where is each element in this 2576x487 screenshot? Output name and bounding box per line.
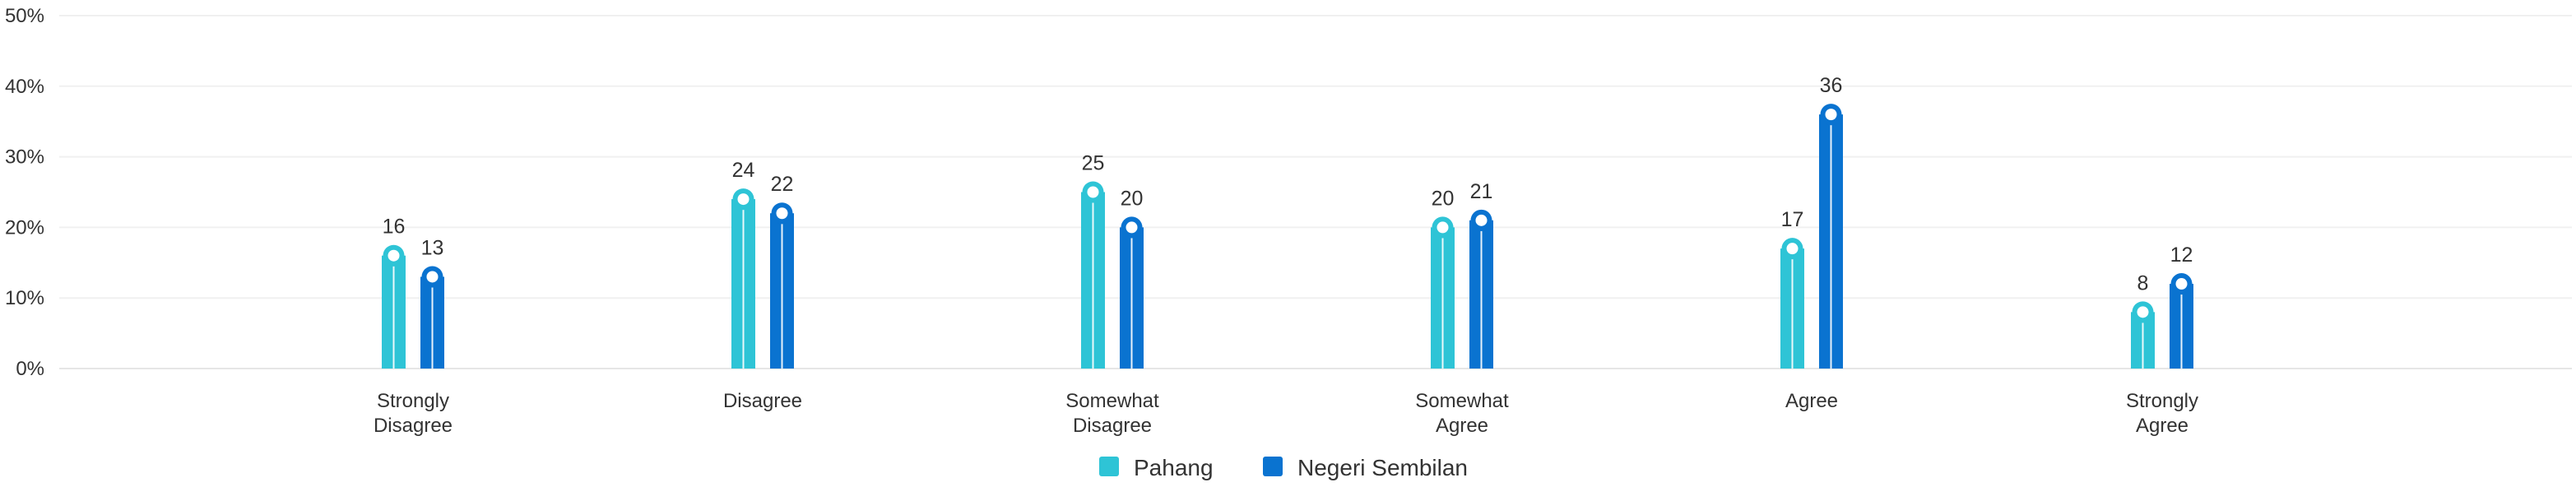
bars: 16 24 25 20 17 8 13 22 20 21 36 12 — [382, 74, 2193, 369]
y-tick-label: 30% — [5, 146, 44, 169]
bar-marker-center — [426, 271, 439, 283]
data-label: 21 — [1470, 180, 1493, 203]
data-label: 25 — [1082, 152, 1105, 175]
bar-marker-center — [1126, 221, 1138, 234]
bar-marker-center — [1786, 243, 1799, 255]
legend[interactable]: Pahang Negeri Sembilan — [1099, 455, 1468, 480]
legend-label: Pahang — [1134, 455, 1214, 480]
y-tick-label: 50% — [5, 5, 44, 27]
x-tick-label: Somewhat Agree — [1415, 390, 1509, 437]
y-tick-label: 40% — [5, 76, 44, 98]
bar-marker-center — [1087, 186, 1099, 198]
legend-swatch — [1263, 457, 1283, 476]
y-tick-label: 20% — [5, 216, 44, 239]
y-tick-label: 0% — [16, 358, 44, 380]
data-label: 17 — [1781, 208, 1804, 231]
data-label: 24 — [732, 159, 755, 182]
x-axis: Strongly Disagree Disagree Somewhat Disagree… — [374, 390, 2198, 437]
legend-swatch — [1099, 457, 1119, 476]
data-label: 22 — [771, 173, 794, 196]
x-tick-label: Strongly Disagree — [374, 390, 453, 437]
bar-marker-center — [2175, 278, 2188, 290]
data-label: 20 — [1432, 187, 1455, 210]
bar-marker-center — [2137, 306, 2149, 318]
data-label: 8 — [2137, 271, 2149, 295]
data-label: 12 — [2170, 244, 2193, 267]
series-pahang: 16 24 25 20 17 8 — [382, 152, 2155, 369]
data-label: 20 — [1121, 187, 1144, 210]
data-label: 36 — [1820, 74, 1843, 97]
bar-marker-center — [1475, 214, 1488, 226]
x-tick-label: Agree — [1785, 390, 1838, 412]
legend-item-pahang[interactable]: Pahang — [1099, 455, 1214, 480]
x-tick-label: Disagree — [723, 390, 802, 412]
x-tick-label: Somewhat Disagree — [1065, 390, 1159, 437]
bar-marker-center — [1825, 109, 1837, 121]
legend-label: Negeri Sembilan — [1297, 455, 1468, 480]
y-tick-label: 10% — [5, 287, 44, 309]
series-negeri-sembilan: 13 22 20 21 36 12 — [420, 74, 2193, 369]
legend-item-negeri-sembilan[interactable]: Negeri Sembilan — [1263, 455, 1468, 480]
y-axis: 0% 10% 20% 30% 40% 50% — [5, 5, 44, 380]
bar-marker-center — [737, 193, 750, 206]
x-tick-label: Strongly Agree — [2126, 390, 2198, 437]
data-label: 16 — [383, 216, 406, 239]
data-label: 13 — [421, 236, 444, 259]
bar-marker-center — [776, 207, 788, 220]
bar-marker-center — [1437, 221, 1449, 234]
bar-marker-center — [388, 249, 400, 262]
